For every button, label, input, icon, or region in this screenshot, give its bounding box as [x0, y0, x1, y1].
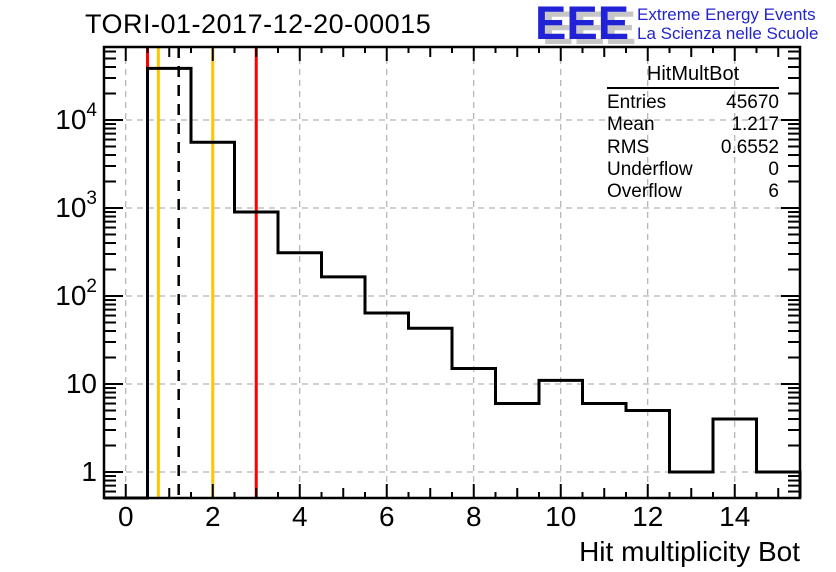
stats-box-title: HitMultBot [646, 63, 740, 85]
stat-value: 45670 [726, 92, 779, 113]
x-tick-label: 0 [118, 501, 134, 532]
stats-row-underflow: Underflow 0 [607, 159, 779, 181]
y-tick-label: 103 [55, 188, 97, 223]
stats-row-overflow: Overflow 6 [607, 181, 779, 203]
x-tick-label: 10 [545, 501, 576, 532]
stat-label: Underflow [607, 158, 693, 180]
stats-row-mean: Mean 1.217 [607, 114, 779, 136]
logo-line-1: Extreme Energy Events [637, 5, 816, 24]
stat-label: RMS [607, 136, 650, 158]
x-tick-label: 4 [292, 501, 308, 532]
plot-title: TORI-01-2017-12-20-00015 [85, 9, 432, 39]
x-tick-label: 6 [379, 501, 395, 532]
x-tick-label: 14 [719, 501, 750, 532]
x-tick-label: 2 [205, 501, 221, 532]
stat-label: Entries [607, 92, 667, 113]
histogram-line [104, 66, 802, 500]
eee-logo: EEE Extreme Energy Events La Scienza nel… [535, 0, 819, 49]
x-axis-title: Hit multiplicity Bot [579, 536, 800, 567]
stat-value: 0 [768, 158, 779, 180]
x-tick-label: 12 [632, 501, 663, 532]
stat-label: Mean [607, 114, 655, 136]
stat-value: 0.6552 [720, 136, 779, 158]
stat-label: Overflow [607, 181, 682, 203]
y-tick-label: 10 [66, 368, 97, 399]
x-tick-label: 8 [466, 501, 482, 532]
logo-line-2: La Scienza nelle Scuole [637, 24, 819, 43]
eee-logo-acronym: EEE [535, 0, 630, 49]
stat-value: 1.217 [731, 114, 779, 136]
y-tick-label: 1 [81, 456, 97, 487]
y-tick-label: 104 [55, 100, 97, 135]
y-tick-label: 102 [55, 276, 97, 311]
stat-value: 6 [768, 181, 779, 203]
eee-logo-text: Extreme Energy Events La Scienza nelle S… [637, 5, 818, 43]
stats-divider [607, 87, 779, 89]
stats-box: HitMultBot Entries 45670 Mean 1.217 RMS … [607, 63, 779, 203]
stats-row-entries: Entries 45670 [607, 92, 779, 114]
stats-row-rms: RMS 0.6552 [607, 137, 779, 159]
